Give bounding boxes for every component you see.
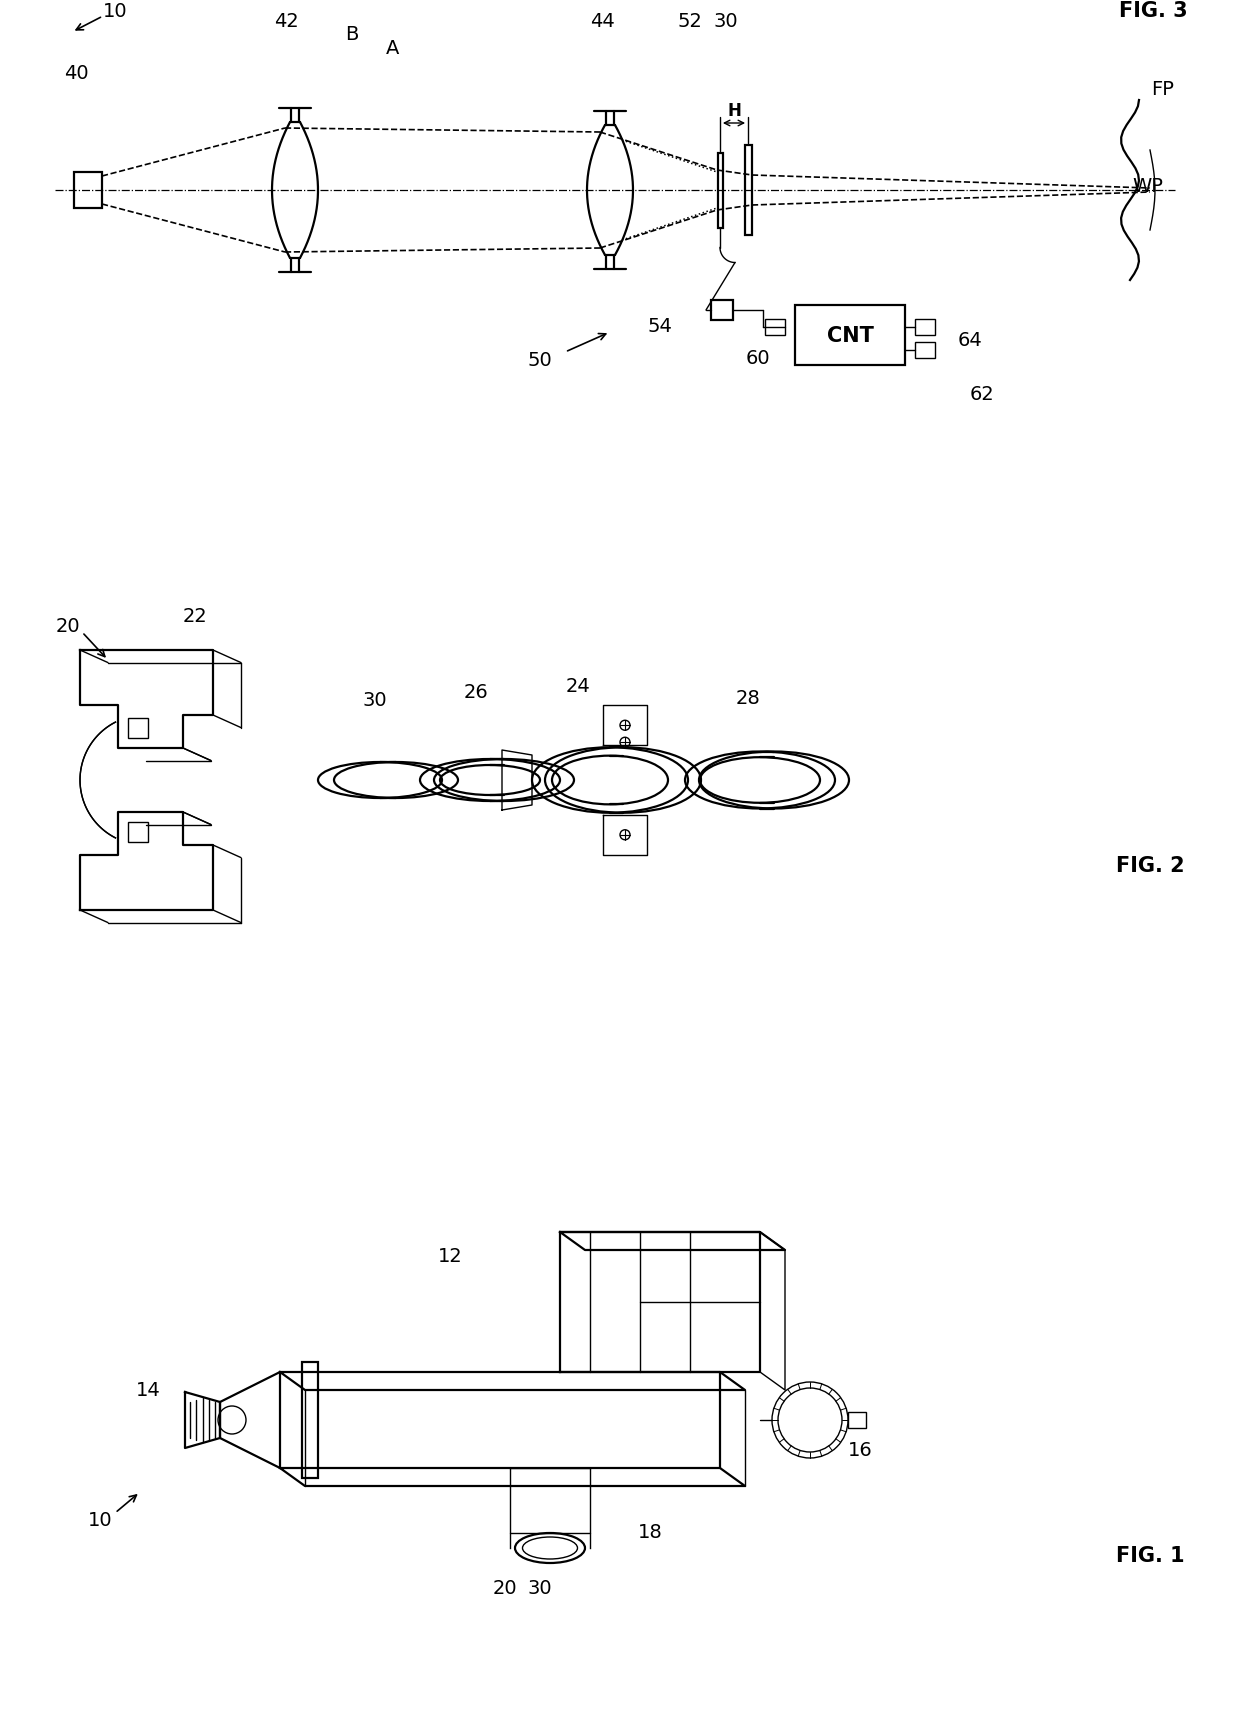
- Text: 30: 30: [714, 12, 738, 31]
- Text: B: B: [345, 24, 358, 43]
- Text: 40: 40: [63, 64, 88, 83]
- Text: 22: 22: [182, 606, 207, 625]
- Bar: [128, 718, 148, 739]
- Bar: [795, 306, 905, 365]
- Bar: [744, 145, 751, 235]
- Text: 62: 62: [970, 384, 994, 403]
- Bar: [303, 1362, 317, 1477]
- Text: 20: 20: [56, 616, 81, 635]
- Text: FIG. 3: FIG. 3: [1120, 2, 1188, 21]
- Bar: [765, 320, 785, 336]
- Text: 10: 10: [88, 1510, 113, 1529]
- Text: 54: 54: [647, 317, 672, 336]
- Text: 28: 28: [735, 689, 760, 708]
- Text: 64: 64: [957, 332, 982, 349]
- Text: 60: 60: [745, 349, 770, 368]
- Text: CNT: CNT: [827, 325, 873, 346]
- Text: A: A: [387, 38, 399, 57]
- Bar: [915, 343, 935, 358]
- Text: 20: 20: [492, 1578, 517, 1597]
- Text: WP: WP: [1132, 176, 1163, 195]
- Bar: [718, 154, 723, 228]
- Text: 50: 50: [528, 351, 552, 370]
- Text: 26: 26: [464, 683, 489, 702]
- Bar: [711, 301, 733, 320]
- Text: H: H: [727, 102, 742, 119]
- Text: 16: 16: [848, 1441, 873, 1460]
- Text: FIG. 1: FIG. 1: [1116, 1545, 1185, 1566]
- Bar: [74, 173, 102, 209]
- Text: 42: 42: [274, 12, 299, 31]
- Text: FIG. 2: FIG. 2: [1116, 856, 1185, 875]
- Bar: [915, 320, 935, 336]
- Text: 24: 24: [565, 676, 590, 695]
- Text: 30: 30: [362, 690, 387, 709]
- Text: 30: 30: [528, 1578, 552, 1597]
- Text: 44: 44: [590, 12, 614, 31]
- Bar: [848, 1412, 866, 1429]
- Bar: [128, 822, 148, 843]
- Text: 52: 52: [677, 12, 702, 31]
- Text: 18: 18: [637, 1522, 662, 1541]
- Text: 10: 10: [103, 2, 128, 21]
- Text: 12: 12: [438, 1246, 463, 1265]
- Text: FP: FP: [1152, 80, 1174, 99]
- Text: 14: 14: [135, 1381, 160, 1400]
